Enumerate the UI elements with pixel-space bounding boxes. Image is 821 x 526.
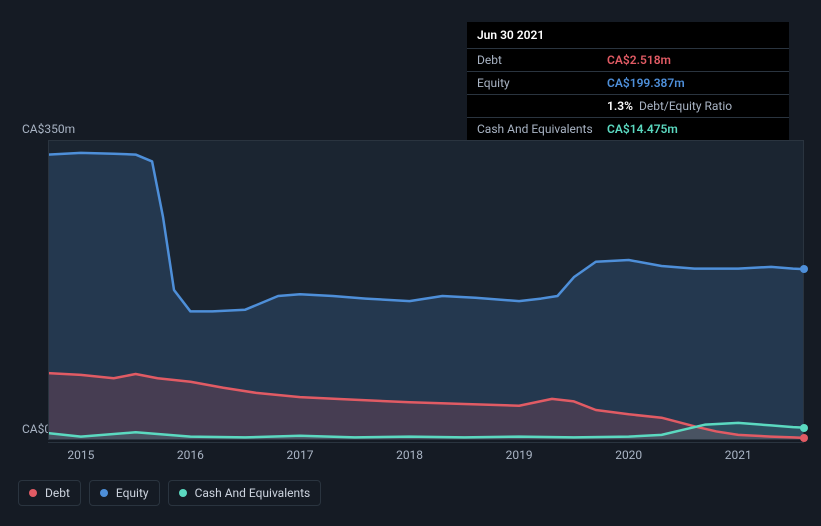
y-axis-min-label: CA$0 (22, 422, 51, 436)
x-axis-ticks: 2015 2016 2017 2018 2019 2020 2021 (48, 448, 804, 468)
x-axis-tick: 2017 (287, 448, 314, 462)
legend-item-cash[interactable]: Cash And Equivalents (168, 480, 322, 506)
legend-dot-icon (29, 489, 37, 497)
tooltip-row-suffix: Debt/Equity Ratio (639, 99, 732, 113)
legend-item-equity[interactable]: Equity (89, 480, 160, 506)
legend-label: Debt (45, 486, 70, 500)
x-axis-line (48, 442, 804, 443)
tooltip-date: Jun 30 2021 (467, 28, 789, 48)
end-marker-equity (800, 265, 808, 273)
end-marker-debt (800, 434, 808, 442)
legend-dot-icon (179, 489, 187, 497)
legend-dot-icon (100, 489, 108, 497)
tooltip-row: Cash And EquivalentsCA$14.475m (467, 117, 789, 140)
y-axis-max-label: CA$350m (22, 122, 75, 136)
tooltip-row: EquityCA$199.387m (467, 71, 789, 94)
x-axis-tick: 2018 (396, 448, 423, 462)
chart-container: Jun 30 2021 DebtCA$2.518mEquityCA$199.38… (0, 0, 821, 526)
tooltip-row: DebtCA$2.518m (467, 48, 789, 71)
x-axis-tick: 2016 (177, 448, 204, 462)
chart-legend: Debt Equity Cash And Equivalents (18, 480, 321, 506)
x-axis-tick: 2015 (67, 448, 94, 462)
x-axis-tick: 2020 (615, 448, 642, 462)
legend-label: Cash And Equivalents (195, 486, 311, 500)
chart-plot-area[interactable] (48, 140, 804, 440)
tooltip-row-label: Debt (477, 53, 607, 67)
tooltip-row-value: CA$2.518m (607, 53, 671, 67)
end-marker-cash (800, 424, 808, 432)
tooltip-row-label: Cash And Equivalents (477, 122, 607, 136)
tooltip-row: 1.3% Debt/Equity Ratio (467, 94, 789, 117)
x-axis-tick: 2021 (725, 448, 752, 462)
legend-item-debt[interactable]: Debt (18, 480, 81, 506)
chart-tooltip: Jun 30 2021 DebtCA$2.518mEquityCA$199.38… (467, 22, 789, 140)
tooltip-row-value: CA$199.387m (607, 76, 685, 90)
tooltip-row-label (477, 99, 607, 113)
tooltip-row-value: 1.3% (607, 99, 633, 113)
legend-label: Equity (116, 486, 149, 500)
tooltip-row-value: CA$14.475m (607, 122, 678, 136)
tooltip-row-label: Equity (477, 76, 607, 90)
x-axis-tick: 2019 (506, 448, 533, 462)
